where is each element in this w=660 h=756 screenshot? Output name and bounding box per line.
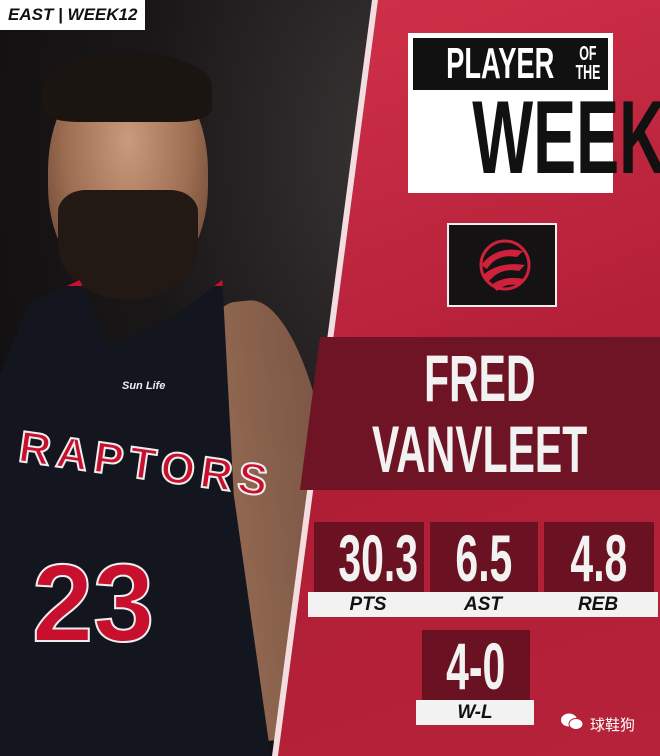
title-the: THE — [575, 62, 601, 84]
conference-week-badge: EAST | WEEK12 — [0, 0, 146, 30]
watermark-text: 球鞋狗 — [590, 716, 636, 734]
stat-value: 4-0 — [446, 629, 506, 703]
title-of: OF — [579, 43, 597, 65]
last-name-text: VANVLEET — [372, 412, 588, 486]
stat-label: W-L — [416, 700, 534, 725]
jersey-sponsor: Sun Life — [122, 380, 166, 392]
first-name-text: FRED — [424, 341, 536, 415]
jersey-number: 23 — [31, 541, 155, 666]
player-first-name: FRED — [300, 345, 660, 411]
stat-label: REB — [538, 592, 658, 617]
player-last-name: VANVLEET — [300, 416, 660, 482]
title-of-the: OF THE — [568, 43, 608, 84]
title-week: WEEK — [472, 80, 660, 196]
stat-reb: 4.8 REB — [538, 521, 658, 617]
title-player: PLAYER — [446, 39, 555, 88]
player-hair — [42, 52, 212, 122]
stat-label: PTS — [308, 592, 428, 617]
player-beard — [58, 190, 198, 300]
player-jersey — [0, 280, 271, 756]
stat-ast: 6.5 AST — [424, 521, 542, 617]
basketball-claw-icon — [479, 239, 531, 291]
stat-wl: 4-0 W-L — [416, 629, 534, 725]
name-band — [300, 337, 660, 490]
wechat-icon — [560, 712, 584, 736]
stat-value: 30.3 — [338, 521, 419, 595]
stat-label: AST — [424, 592, 542, 617]
raptors-logo — [447, 223, 557, 307]
stat-value: 6.5 — [455, 521, 513, 595]
stat-pts: 30.3 PTS — [308, 521, 428, 617]
player-of-the-week-title: PLAYER OF THE WEEK — [408, 33, 660, 193]
watermark: 球鞋狗 — [560, 712, 635, 736]
stat-value: 4.8 — [570, 521, 628, 595]
